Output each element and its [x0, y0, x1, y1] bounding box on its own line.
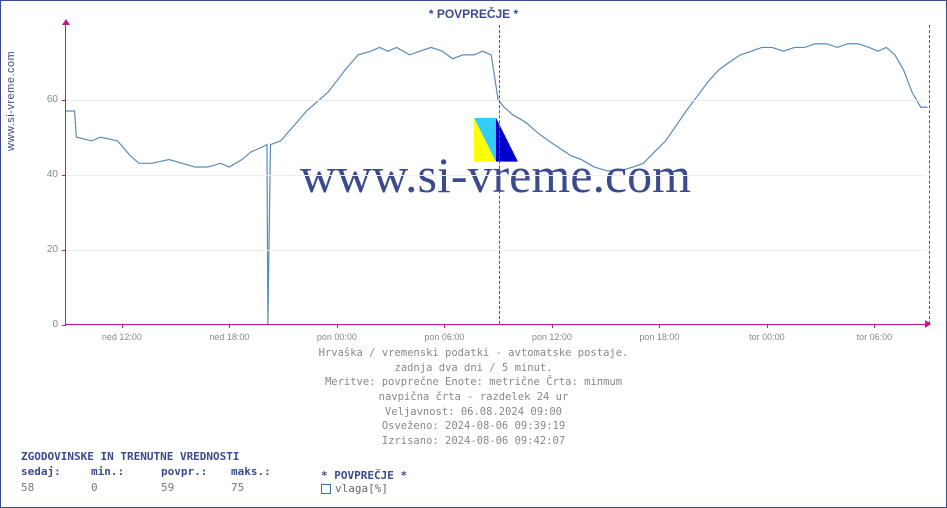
y-tick-label: 40: [34, 169, 58, 180]
caption-line: Hrvaška / vremenski podatki - avtomatske…: [1, 346, 946, 361]
legend-title: * POVPREČJE *: [321, 469, 407, 482]
caption-line: zadnja dva dni / 5 minut.: [1, 361, 946, 376]
legend-item-label: vlaga[%]: [335, 482, 388, 495]
gridline: [66, 250, 925, 251]
history-label-max: maks.:: [231, 464, 301, 479]
history-label-now: sedaj:: [21, 464, 91, 479]
x-tick-label: pon 12:00: [532, 332, 572, 342]
history-title: ZGODOVINSKE IN TRENUTNE VREDNOSTI: [21, 449, 301, 464]
history-label-min: min.:: [91, 464, 161, 479]
x-tick-label: ned 18:00: [209, 332, 249, 342]
y-axis-source-label: www.si-vreme.com: [5, 51, 17, 151]
caption-line: Veljavnost: 06.08.2024 09:00: [1, 405, 946, 420]
watermark-logo: [474, 117, 518, 161]
history-value-now: 58: [21, 480, 91, 495]
x-tick-label: pon 06:00: [424, 332, 464, 342]
x-tick-label: pon 00:00: [317, 332, 357, 342]
y-tick-label: 0: [34, 319, 58, 330]
caption-block: Hrvaška / vremenski podatki - avtomatske…: [1, 346, 946, 449]
x-tick-label: tor 06:00: [857, 332, 893, 342]
legend-block: * POVPREČJE * vlaga[%]: [321, 469, 407, 495]
chart-title: * POVPREČJE *: [1, 7, 946, 21]
history-value-min: 0: [91, 480, 161, 495]
history-value-avg: 59: [161, 480, 231, 495]
legend-item: vlaga[%]: [321, 482, 407, 495]
history-value-max: 75: [231, 480, 301, 495]
legend-swatch: [321, 484, 331, 494]
x-tick-label: pon 18:00: [639, 332, 679, 342]
y-tick-label: 20: [34, 244, 58, 255]
history-block: ZGODOVINSKE IN TRENUTNE VREDNOSTI sedaj:…: [21, 449, 301, 495]
day-divider: [499, 25, 500, 324]
caption-line: Meritve: povprečne Enote: metrične Črta:…: [1, 375, 946, 390]
gridline: [66, 100, 925, 101]
day-divider: [929, 25, 930, 324]
gridline: [66, 175, 925, 176]
caption-line: navpična črta - razdelek 24 ur: [1, 390, 946, 405]
x-tick-label: ned 12:00: [102, 332, 142, 342]
caption-line: Izrisano: 2024-08-06 09:42:07: [1, 434, 946, 449]
x-tick-label: tor 00:00: [749, 332, 785, 342]
plot-area: www.si-vreme.com ned 12:00ned 18:00pon 0…: [65, 25, 925, 325]
caption-line: Osveženo: 2024-08-06 09:39:19: [1, 419, 946, 434]
history-label-avg: povpr.:: [161, 464, 231, 479]
y-tick-label: 60: [34, 94, 58, 105]
